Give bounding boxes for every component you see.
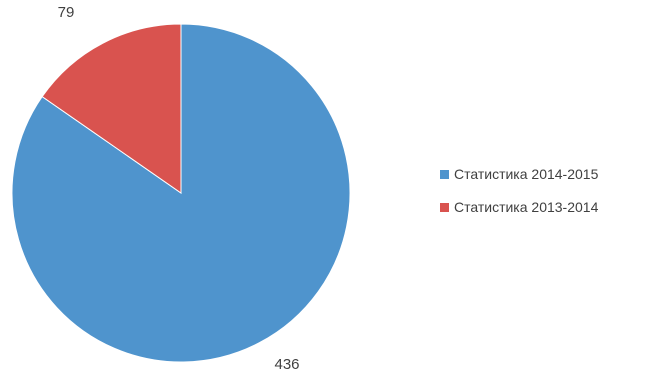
legend-swatch-2013-2014 <box>440 202 449 212</box>
legend-item-2014-2015: Статистика 2014-2015 <box>440 164 598 184</box>
legend-label-2013-2014: Статистика 2013-2014 <box>454 199 599 215</box>
data-label-2014-2015: 436 <box>274 356 299 372</box>
pie-slice-2013-2014 <box>41 23 182 194</box>
pie-slices <box>11 23 351 363</box>
legend-swatch-2014-2015 <box>440 169 449 179</box>
legend-item-2013-2014: Статистика 2013-2014 <box>440 197 598 217</box>
data-label-2013-2014: 79 <box>58 4 75 21</box>
chart-legend: Статистика 2014-2015 Статистика 2013-201… <box>440 164 598 230</box>
legend-label-2014-2015: Статистика 2014-2015 <box>454 166 599 182</box>
